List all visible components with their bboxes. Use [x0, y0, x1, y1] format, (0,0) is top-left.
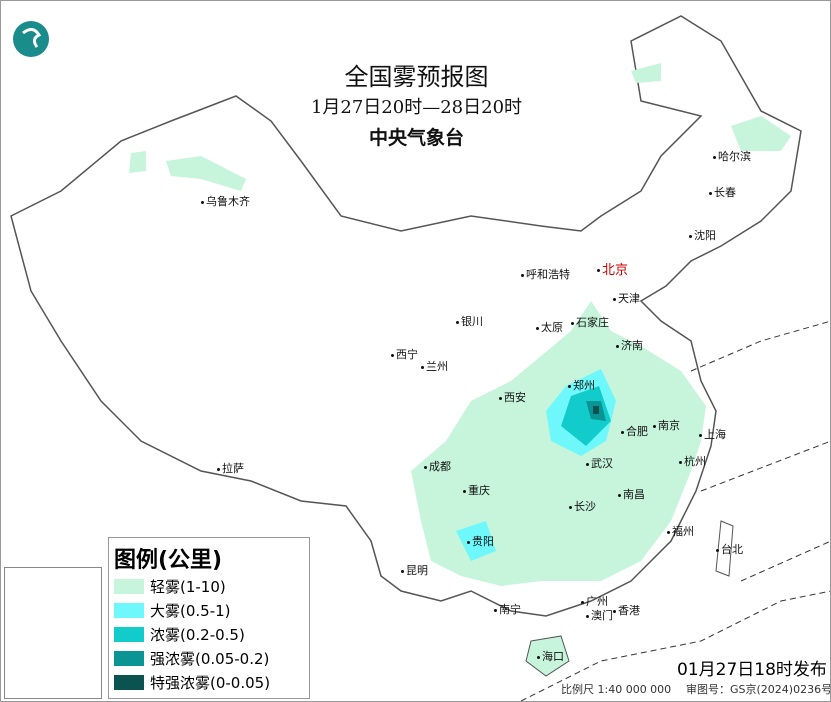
map-title: 全国雾预报图 — [344, 63, 489, 91]
release-time: 01月27日18时发布 — [677, 660, 827, 680]
legend: 图例(公里) 轻雾(1-10) 大雾(0.5-1) 浓雾(0.2-0.5) 强浓雾(0… — [108, 537, 310, 699]
city-label: 成都 — [424, 458, 451, 474]
city-label: 呼和浩特 — [521, 266, 570, 282]
legend-label: 轻雾(1-10) — [150, 577, 226, 596]
city-label: 南宁 — [494, 601, 521, 617]
cma-logo-icon — [13, 21, 49, 57]
city-label: 贵阳 — [467, 533, 494, 549]
city-label: 杭州 — [679, 453, 706, 469]
city-label: 哈尔滨 — [713, 148, 751, 164]
city-label: 乌鲁木齐 — [201, 193, 250, 209]
city-label: 福州 — [667, 523, 694, 539]
city-label: 北京 — [597, 259, 628, 278]
city-label: 海口 — [537, 648, 564, 664]
city-label: 重庆 — [463, 482, 490, 498]
legend-label: 特强浓雾(0-0.05) — [150, 673, 271, 692]
city-label: 澳门 — [586, 607, 613, 623]
legend-title: 图例(公里) — [114, 548, 223, 573]
city-label: 广州 — [581, 593, 608, 609]
legend-swatch — [114, 602, 144, 618]
city-label: 昆明 — [401, 562, 428, 578]
legend-label: 强浓雾(0.05-0.2) — [150, 649, 270, 668]
city-label: 兰州 — [421, 358, 448, 374]
fog-extreme — [593, 406, 599, 414]
city-label: 石家庄 — [571, 314, 609, 330]
city-label: 长沙 — [569, 498, 596, 514]
forecast-period: 1月27日20时—28日20时 — [310, 97, 523, 118]
city-label: 南昌 — [618, 486, 645, 502]
city-label: 南京 — [653, 417, 680, 433]
city-label: 长春 — [709, 184, 736, 200]
legend-label: 大雾(0.5-1) — [150, 601, 231, 620]
city-label: 台北 — [716, 541, 743, 557]
city-label: 郑州 — [568, 377, 595, 393]
city-label: 合肥 — [621, 423, 648, 439]
city-label: 西宁 — [391, 346, 418, 362]
review-number: 审图号：GS京(2024)0236号 — [686, 683, 831, 696]
legend-swatch — [114, 626, 144, 642]
legend-item: 强浓雾(0.05-0.2) — [114, 646, 309, 670]
legend-swatch — [114, 650, 144, 666]
city-label: 天津 — [613, 290, 640, 306]
legend-swatch — [114, 674, 144, 690]
city-label: 太原 — [536, 319, 563, 335]
city-label: 西安 — [499, 389, 526, 405]
city-label: 香港 — [613, 602, 640, 618]
city-label: 济南 — [616, 337, 643, 353]
scale-text: 比例尺 1:40 000 000 — [561, 683, 672, 696]
fog-light-n — [631, 63, 661, 83]
city-label: 上海 — [699, 426, 726, 442]
city-label: 银川 — [456, 313, 483, 329]
legend-item: 特强浓雾(0-0.05) — [114, 670, 309, 694]
legend-item: 轻雾(1-10) — [114, 574, 309, 598]
city-label: 拉萨 — [217, 460, 244, 476]
legend-swatch — [114, 578, 144, 594]
south-china-sea-inset — [4, 567, 102, 699]
fog-light-sw — [129, 151, 146, 173]
city-label: 武汉 — [586, 455, 613, 471]
legend-label: 浓雾(0.2-0.5) — [150, 625, 245, 644]
fog-light-ne — [731, 116, 791, 151]
legend-item: 大雾(0.5-1) — [114, 598, 309, 622]
issuer: 中央气象台 — [368, 127, 464, 149]
city-label: 沈阳 — [689, 227, 716, 243]
fog-light-xj — [166, 156, 246, 191]
legend-item: 浓雾(0.2-0.5) — [114, 622, 309, 646]
